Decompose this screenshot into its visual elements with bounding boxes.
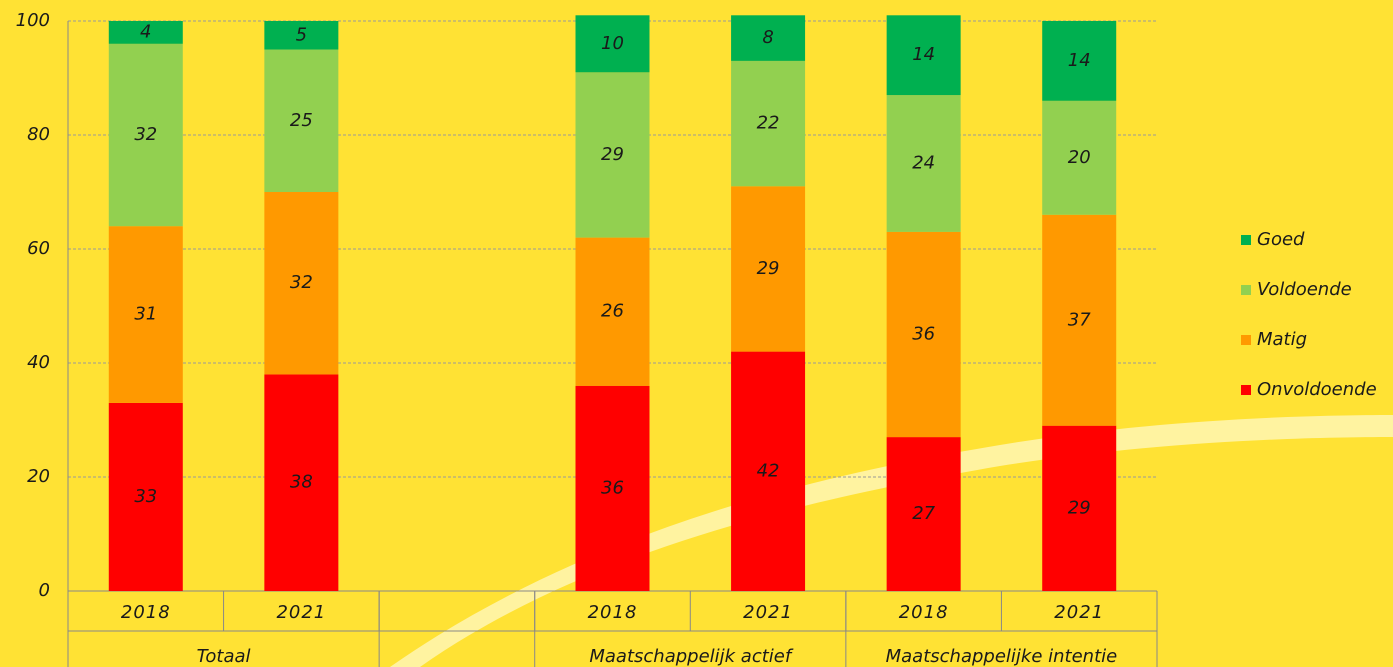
value-label: 29	[601, 144, 624, 165]
legend-swatch	[1241, 385, 1251, 395]
value-label: 22	[757, 113, 780, 134]
y-tick-label: 60	[27, 238, 50, 259]
legend-label: Goed	[1257, 229, 1305, 250]
value-label: 42	[757, 460, 780, 481]
value-label: 29	[757, 258, 780, 279]
value-label: 14	[1068, 50, 1091, 71]
value-label: 32	[134, 124, 157, 145]
x-tick-label: 2021	[1054, 602, 1104, 623]
y-tick-label: 20	[27, 466, 50, 487]
value-label: 37	[1068, 309, 1091, 330]
x-tick-label: 2018	[899, 602, 949, 623]
x-tick-label: 2018	[121, 602, 171, 623]
value-label: 33	[134, 486, 157, 507]
group-label: Maatschappelijk actief	[589, 646, 793, 667]
legend-label: Voldoende	[1257, 279, 1352, 300]
x-tick-label: 2018	[588, 602, 638, 623]
value-label: 36	[912, 324, 935, 345]
value-label: 25	[290, 110, 313, 131]
chart: 0 20 40 60 80 100 Totaal Maatschappelijk actief…	[0, 0, 1393, 667]
legend-swatch	[1241, 235, 1251, 245]
value-label: 29	[1068, 497, 1091, 518]
value-label: 5	[296, 24, 307, 45]
value-label: 26	[601, 301, 624, 322]
value-label: 31	[134, 304, 157, 325]
value-label: 24	[912, 153, 935, 174]
value-label: 32	[290, 272, 313, 293]
value-label: 36	[601, 477, 624, 498]
x-tick-label: 2021	[743, 602, 793, 623]
legend-swatch	[1241, 335, 1251, 345]
y-tick-label: 100	[16, 10, 50, 31]
group-label: Maatschappelijke intentie	[886, 646, 1118, 667]
value-label: 27	[912, 503, 935, 524]
y-tick-label: 80	[27, 124, 50, 145]
value-label: 38	[290, 472, 313, 493]
group-label: Totaal	[197, 646, 251, 667]
legend-label: Matig	[1257, 329, 1307, 350]
value-label: 8	[762, 27, 773, 48]
y-tick-label: 40	[27, 352, 50, 373]
value-label: 4	[140, 21, 151, 42]
value-label: 10	[601, 33, 624, 54]
value-label: 20	[1068, 147, 1091, 168]
x-tick-label: 2021	[276, 602, 326, 623]
y-tick-label: 0	[39, 580, 50, 601]
legend-swatch	[1241, 285, 1251, 295]
value-label: 14	[912, 44, 935, 65]
legend-label: Onvoldoende	[1257, 379, 1377, 400]
